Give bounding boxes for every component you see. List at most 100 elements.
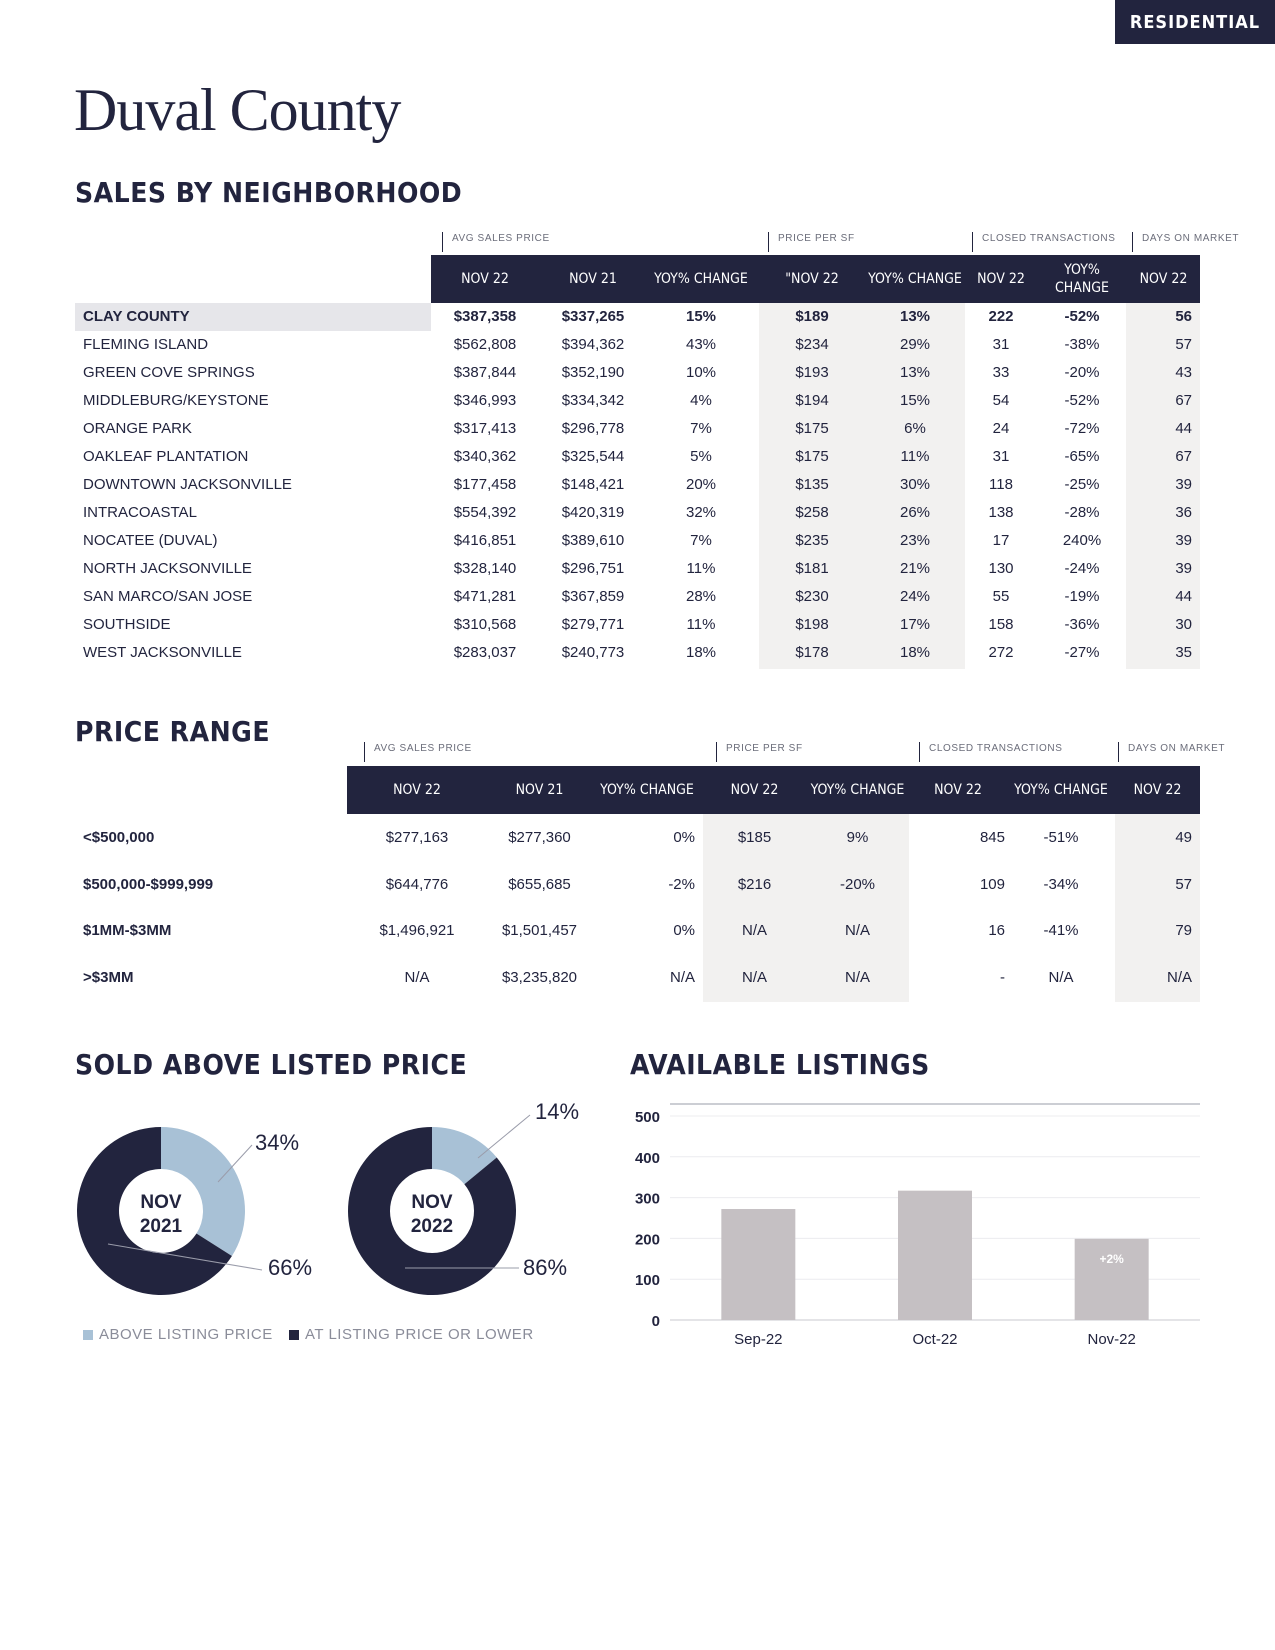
- neighborhood-name: OAKLEAF PLANTATION: [83, 448, 249, 465]
- table-cell: $279,771: [561, 616, 625, 633]
- table-cell: $310,568: [453, 616, 517, 633]
- x-tick-label: Sep-22: [734, 1331, 782, 1348]
- table-cell: 44: [1175, 420, 1192, 437]
- table-cell: 11%: [686, 616, 716, 633]
- table-cell: $230: [795, 588, 829, 605]
- table-cell: $655,685: [508, 875, 571, 893]
- col-header: YOY% CHANGE: [1014, 782, 1108, 798]
- table-cell: $185: [737, 829, 772, 846]
- table-cell: $394,362: [561, 336, 625, 353]
- table-row: SAN MARCO/SAN JOSE $471,281 $367,859 28% $23…: [0, 583, 1275, 611]
- table-cell: $296,751: [561, 560, 625, 577]
- donut-value-label: 66%: [268, 1255, 312, 1280]
- legend-label-above: ABOVE LISTING PRICE: [99, 1326, 273, 1343]
- y-tick-label: 300: [635, 1191, 660, 1208]
- table-cell: $554,392: [453, 504, 517, 521]
- table-cell: $387,358: [453, 308, 517, 325]
- table-cell: N/A: [404, 968, 430, 986]
- donut-slice-above: [432, 1127, 497, 1185]
- table-cell: 222: [988, 308, 1014, 325]
- table-cell: 30: [1175, 616, 1192, 633]
- table-cell: N/A: [741, 922, 767, 939]
- table-cell: $193: [795, 364, 829, 381]
- y-tick-label: 500: [635, 1109, 660, 1126]
- col-header: YOY% CHANGE: [868, 271, 962, 287]
- table-cell: 54: [992, 392, 1010, 409]
- table-cell: 39: [1175, 476, 1192, 493]
- neighborhood-name: CLAY COUNTY: [83, 308, 190, 325]
- table-cell: -72%: [1064, 420, 1100, 437]
- table-cell: $240,773: [561, 644, 625, 661]
- table-cell: $328,140: [453, 560, 517, 577]
- col-header: NOV 22: [1133, 782, 1182, 798]
- table-cell: $352,190: [561, 364, 625, 381]
- table-cell: $644,776: [385, 875, 449, 893]
- col-header: YOY% CHANGE: [810, 782, 905, 798]
- table-cell: 9%: [846, 829, 869, 846]
- table-cell: 26%: [899, 504, 931, 521]
- table-row: CLAY COUNTY $387,358 $337,265 15% $189 13% 222…: [0, 303, 1275, 331]
- table-cell: $416,851: [453, 532, 517, 549]
- group-label-avg-sales: AVG SALES PRICE: [364, 742, 472, 762]
- col-header: NOV 22: [730, 782, 779, 798]
- table-cell: $420,319: [561, 504, 625, 521]
- neighborhood-name: NORTH JACKSONVILLE: [83, 560, 252, 577]
- table-cell: 11%: [686, 560, 716, 577]
- table-cell: -20%: [1064, 364, 1100, 381]
- donut-value-label: 86%: [523, 1255, 567, 1280]
- col-header: NOV 22: [977, 271, 1025, 287]
- table-cell: 49: [1175, 829, 1192, 846]
- table-cell: N/A: [844, 922, 870, 939]
- group-label-avg-sales: AVG SALES PRICE: [442, 232, 550, 252]
- table-cell: $277,163: [385, 829, 449, 846]
- price-range-section-title: PRICE RANGE: [75, 715, 271, 748]
- donut-center-label: NOV: [140, 1192, 182, 1213]
- legend-swatch-at-or-lower: [289, 1329, 299, 1340]
- table-cell: $258: [795, 504, 829, 521]
- col-header: NOV 22: [393, 782, 441, 798]
- table-cell: 18%: [685, 644, 717, 661]
- table-cell: 67: [1175, 392, 1192, 409]
- table-row: >$3MM N/A $3,235,820 N/A N/A N/A - N/A N/A: [0, 955, 1275, 1001]
- table-cell: 13%: [899, 364, 931, 381]
- table-cell: 17: [992, 532, 1010, 549]
- group-label-closed-transactions: CLOSED TRANSACTIONS: [972, 232, 1115, 252]
- group-label-price-per-sf: PRICE PER SF: [768, 232, 855, 252]
- table-cell: 5%: [690, 448, 712, 465]
- table-cell: $3,235,820: [501, 968, 578, 986]
- group-label-days-on-market: DAYS ON MARKET: [1118, 742, 1225, 762]
- table-cell: $562,808: [453, 336, 517, 353]
- table-cell: $235: [795, 532, 829, 549]
- price-range-name: >$3MM: [83, 968, 134, 986]
- col-header: "NOV 22: [785, 271, 839, 287]
- donut-leader-line: [107, 1243, 263, 1271]
- table-cell: $175: [795, 448, 829, 465]
- table-row: GREEN COVE SPRINGS $387,844 $352,190 10% $19…: [0, 359, 1275, 387]
- legend-at-or-lower: AT LISTING PRICE OR LOWER: [289, 1326, 534, 1343]
- sold-above-section-title: SOLD ABOVE LISTED PRICE: [75, 1048, 468, 1081]
- table-cell: 39: [1175, 560, 1192, 577]
- table-cell: $277,360: [508, 829, 571, 846]
- price-range-header: NOV 22 NOV 21 YOY% CHANGE NOV 22 YOY% CH…: [347, 766, 1200, 814]
- table-row: DOWNTOWN JACKSONVILLE $177,458 $148,421 20%…: [0, 471, 1275, 499]
- table-cell: -27%: [1064, 644, 1100, 661]
- col-header: NOV 22: [1139, 271, 1188, 287]
- table-cell: 28%: [685, 588, 717, 605]
- price-range-name: $1MM-$3MM: [83, 922, 172, 939]
- table-cell: -20%: [839, 875, 876, 893]
- table-cell: -34%: [1043, 875, 1079, 893]
- table-cell: $216: [737, 875, 772, 893]
- table-row: $500,000-$999,999 $644,776 $655,685 -2% $216…: [0, 862, 1275, 908]
- table-cell: 21%: [899, 560, 931, 577]
- col-header: YOY% CHANGE: [1054, 262, 1110, 296]
- y-tick-label: 0: [652, 1313, 660, 1330]
- sold-above-donut-charts: 34% 66% NOV 2021 14% 86% NOV 2022: [76, 1099, 579, 1295]
- bar: [1074, 1238, 1149, 1320]
- y-tick-label: 400: [635, 1150, 660, 1167]
- donut-center-label: 2022: [411, 1216, 453, 1237]
- table-cell: 24: [992, 420, 1010, 437]
- residential-badge: RESIDENTIAL: [1115, 0, 1275, 44]
- neighborhood-name: DOWNTOWN JACKSONVILLE: [83, 476, 292, 493]
- neighborhood-name: MIDDLEBURG/KEYSTONE: [83, 392, 269, 409]
- table-cell: 17%: [899, 616, 931, 633]
